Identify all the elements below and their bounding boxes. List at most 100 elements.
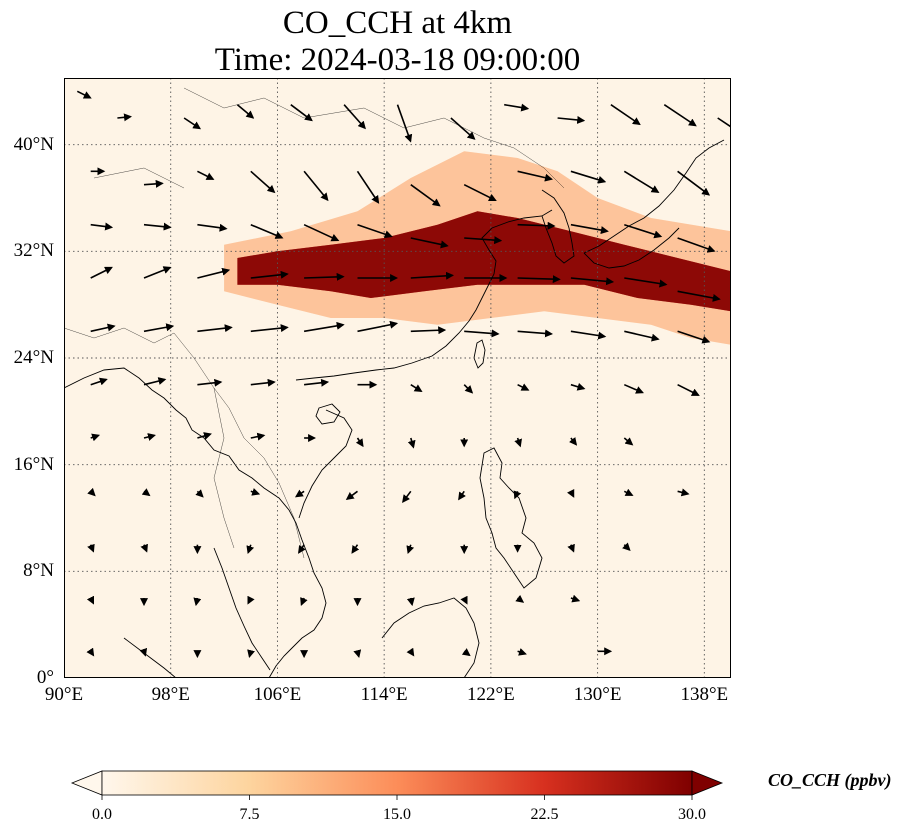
border-lines (64, 87, 565, 559)
wind-arrow (351, 544, 360, 554)
wind-arrow (677, 170, 711, 196)
map-subtitle-time: Time: 2024-03-18 09:00:00 (214, 42, 581, 78)
colorbar-label: CO_CCH (ppbv) (768, 770, 892, 790)
wind-arrow (143, 323, 175, 333)
wind-arrow (141, 488, 151, 497)
wind-arrow (515, 594, 525, 603)
wind-arrow (246, 544, 255, 555)
wind-arrow (570, 170, 607, 184)
wind-arrow (463, 183, 497, 202)
wind-arrow (195, 489, 204, 498)
colorbar-tick-label: 0.0 (92, 806, 112, 823)
concentration-field-background (64, 78, 731, 678)
wind-arrow (504, 103, 530, 112)
longitude-tick-label: 90°E (44, 684, 84, 705)
wind-arrow (90, 377, 108, 386)
wind-arrow (677, 290, 721, 302)
wind-arrow (464, 236, 503, 245)
colorbar-max-extension (691, 770, 724, 796)
latitude-tick-label: 40°N (13, 133, 54, 155)
wind-arrow (450, 117, 476, 140)
latitude-tick-label: 32°N (13, 240, 54, 262)
wind-arrow (250, 378, 276, 387)
coastline-philippines (479, 447, 543, 589)
wind-arrow (514, 437, 522, 448)
longitude-tick-label: 138°E (680, 684, 729, 705)
wind-arrow (677, 330, 711, 344)
wind-arrow (86, 647, 95, 657)
wind-arrow (143, 433, 156, 441)
colorbar-tick-marks (101, 795, 693, 800)
wind-arrow (624, 223, 663, 239)
wind-arrow (623, 170, 660, 193)
wind-arrow (90, 433, 101, 442)
wind-arrow (406, 544, 415, 555)
wind-arrow (517, 329, 553, 338)
wind-arrow (410, 326, 447, 335)
wind-arrow (355, 437, 364, 448)
wind-arrow (143, 266, 172, 279)
wind-arrow (247, 595, 255, 605)
wind-arrow (624, 277, 668, 288)
wind-arrow (623, 437, 634, 446)
colorbar-min-extension (70, 770, 103, 796)
wind-arrow (677, 237, 716, 253)
wind-arrow (197, 223, 228, 232)
longitude-tick-label: 130°E (573, 684, 622, 705)
wind-arrow (193, 597, 202, 607)
coastline-malay (213, 547, 271, 671)
coastline-japan (583, 139, 725, 269)
wind-arrow (461, 648, 471, 657)
wind-vectors (76, 90, 731, 659)
wind-arrow (303, 170, 329, 202)
wind-arrow (406, 647, 415, 657)
coastline-korea (541, 189, 575, 264)
colorbar (70, 770, 724, 800)
wind-arrow (463, 384, 474, 394)
wind-arrow (458, 490, 466, 501)
wind-arrow (304, 272, 345, 281)
coastline-mainland (64, 367, 327, 678)
wind-arrow (610, 104, 641, 126)
latitude-tick-label: 24°N (13, 347, 54, 368)
wind-arrow (407, 437, 416, 449)
wind-arrow (623, 488, 634, 496)
wind-arrow (410, 271, 454, 280)
wind-arrow (294, 489, 305, 498)
wind-arrow (623, 383, 644, 394)
wind-arrow (460, 595, 468, 605)
wind-arrow (298, 544, 306, 554)
coastline-hainan (315, 403, 341, 425)
coastline-china-east (295, 209, 553, 381)
wind-arrow (570, 223, 609, 235)
wind-arrow (183, 117, 202, 130)
coastline-borneo (381, 597, 480, 678)
longitude-tick-label: 114°E (360, 684, 408, 705)
map-panel (64, 78, 731, 678)
wind-arrow (353, 649, 362, 659)
wind-arrow (87, 487, 96, 497)
wind-arrow (677, 383, 700, 396)
longitude-tick-label: 106°E (253, 684, 302, 705)
wind-arrow (117, 113, 132, 122)
wind-arrow (197, 267, 231, 279)
wind-arrow (197, 170, 215, 180)
map-frame (64, 78, 731, 678)
wind-arrow (250, 488, 261, 496)
wind-arrow (250, 324, 289, 333)
wind-arrow (197, 378, 223, 387)
wind-arrow (290, 104, 313, 122)
co-concentration-field (224, 151, 731, 345)
wind-arrow (87, 543, 95, 553)
coastline-sumatra (123, 637, 177, 678)
wind-arrow (303, 223, 340, 242)
longitude-tick-label: 122°E (467, 684, 515, 705)
wind-arrow (567, 488, 575, 498)
wind-arrow (300, 597, 308, 606)
wind-arrow (357, 223, 393, 239)
wind-arrow (570, 277, 615, 286)
wind-arrow (570, 382, 586, 391)
colorbar-tick-label: 15.0 (383, 806, 411, 823)
wind-arrow (250, 170, 276, 194)
wind-arrow (517, 170, 553, 182)
